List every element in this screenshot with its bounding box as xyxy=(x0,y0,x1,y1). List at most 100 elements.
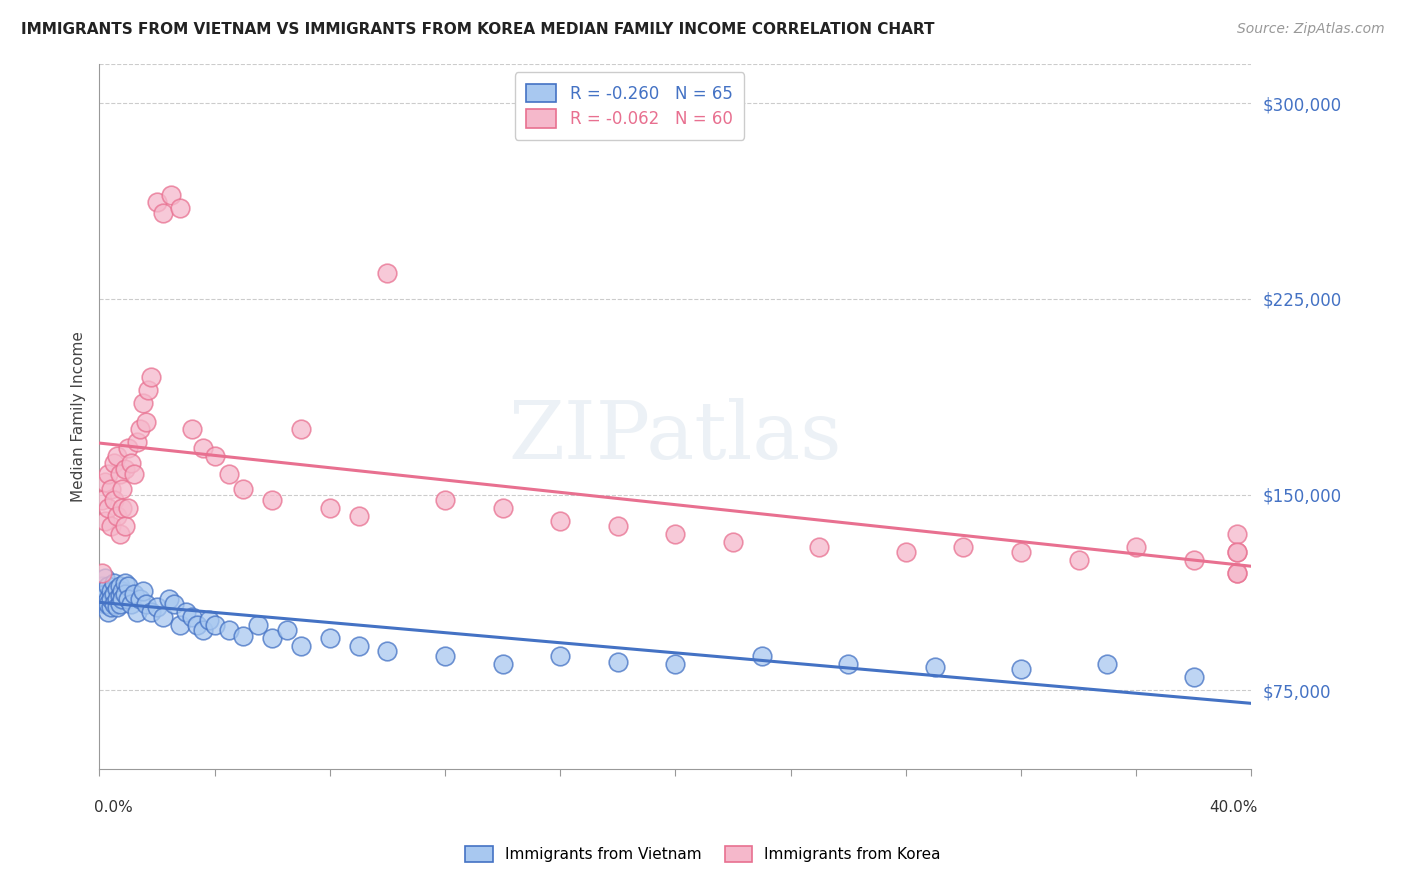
Point xyxy=(319,631,342,645)
Point xyxy=(91,566,114,580)
Point xyxy=(1010,663,1032,677)
Text: IMMIGRANTS FROM VIETNAM VS IMMIGRANTS FROM KOREA MEDIAN FAMILY INCOME CORRELATIO: IMMIGRANTS FROM VIETNAM VS IMMIGRANTS FR… xyxy=(21,22,935,37)
Point xyxy=(180,422,202,436)
Point xyxy=(108,590,131,604)
Point xyxy=(160,187,183,202)
Point xyxy=(218,467,240,481)
Point xyxy=(125,605,148,619)
Point xyxy=(105,599,128,614)
Point xyxy=(100,483,122,497)
Point xyxy=(111,483,134,497)
Point xyxy=(1067,553,1090,567)
Point xyxy=(169,618,191,632)
Point xyxy=(141,370,163,384)
Point xyxy=(1226,526,1249,541)
Point xyxy=(131,584,153,599)
Point xyxy=(120,456,142,470)
Point xyxy=(131,396,153,410)
Point xyxy=(1226,566,1249,580)
Point xyxy=(117,441,139,455)
Point xyxy=(134,415,156,429)
Point xyxy=(548,514,571,528)
Point xyxy=(262,492,284,507)
Point xyxy=(108,579,131,593)
Point xyxy=(276,624,298,638)
Point xyxy=(128,422,150,436)
Point xyxy=(117,592,139,607)
Point xyxy=(146,599,169,614)
Point xyxy=(138,384,160,398)
Point xyxy=(186,618,208,632)
Point xyxy=(491,500,513,515)
Point xyxy=(97,597,120,611)
Point xyxy=(120,597,142,611)
Point xyxy=(97,500,120,515)
Legend: R = -0.260   N = 65, R = -0.062   N = 60: R = -0.260 N = 65, R = -0.062 N = 60 xyxy=(515,72,744,140)
Point xyxy=(751,649,773,664)
Point xyxy=(808,540,831,554)
Point xyxy=(97,592,120,607)
Point xyxy=(103,587,125,601)
Point xyxy=(290,639,312,653)
Point xyxy=(169,201,191,215)
Point xyxy=(1182,670,1205,684)
Point xyxy=(204,618,226,632)
Point xyxy=(103,456,125,470)
Point xyxy=(128,592,150,607)
Point xyxy=(246,618,269,632)
Point xyxy=(117,579,139,593)
Point xyxy=(91,492,114,507)
Point xyxy=(97,467,120,481)
Point xyxy=(105,582,128,596)
Point xyxy=(664,657,686,672)
Point xyxy=(111,500,134,515)
Point xyxy=(108,597,131,611)
Point xyxy=(191,624,214,638)
Point xyxy=(198,613,221,627)
Text: ZIPatlas: ZIPatlas xyxy=(509,399,842,476)
Point xyxy=(111,592,134,607)
Point xyxy=(114,576,136,591)
Point xyxy=(894,545,917,559)
Point xyxy=(105,508,128,523)
Text: 40.0%: 40.0% xyxy=(1209,800,1257,815)
Point xyxy=(377,266,399,280)
Point xyxy=(290,422,312,436)
Point xyxy=(1097,657,1119,672)
Point xyxy=(152,610,174,624)
Legend: Immigrants from Vietnam, Immigrants from Korea: Immigrants from Vietnam, Immigrants from… xyxy=(460,840,946,868)
Point xyxy=(97,605,120,619)
Point xyxy=(122,587,145,601)
Point xyxy=(606,519,628,533)
Point xyxy=(100,584,122,599)
Point xyxy=(94,571,117,585)
Point xyxy=(111,584,134,599)
Point xyxy=(100,599,122,614)
Point xyxy=(606,655,628,669)
Point xyxy=(434,649,457,664)
Point xyxy=(105,449,128,463)
Point xyxy=(103,492,125,507)
Point xyxy=(105,592,128,607)
Point xyxy=(108,526,131,541)
Point xyxy=(180,610,202,624)
Point xyxy=(103,576,125,591)
Point xyxy=(1226,566,1249,580)
Point xyxy=(434,492,457,507)
Point xyxy=(924,660,946,674)
Point xyxy=(1182,553,1205,567)
Point xyxy=(91,592,114,607)
Point xyxy=(837,657,859,672)
Point xyxy=(347,639,370,653)
Point xyxy=(91,579,114,593)
Point xyxy=(114,461,136,475)
Point xyxy=(377,644,399,658)
Text: 0.0%: 0.0% xyxy=(94,800,132,815)
Point xyxy=(232,629,254,643)
Point xyxy=(97,579,120,593)
Point xyxy=(491,657,513,672)
Point xyxy=(548,649,571,664)
Point xyxy=(664,526,686,541)
Point xyxy=(100,592,122,607)
Point xyxy=(94,587,117,601)
